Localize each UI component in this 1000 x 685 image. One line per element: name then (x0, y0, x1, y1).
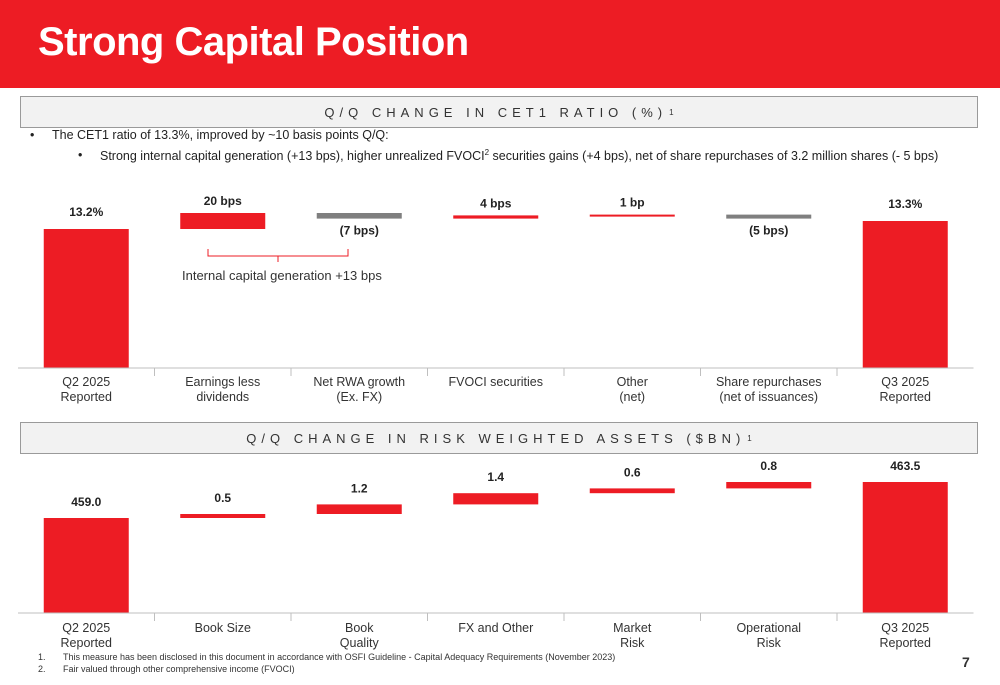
data-label: (5 bps) (749, 224, 788, 238)
footnote-1-num: 1. (38, 652, 46, 662)
category-label: FVOCI securities (449, 375, 543, 389)
bar (453, 215, 539, 219)
category-label: Reported (880, 636, 931, 650)
bar (316, 504, 402, 514)
rwa-header-footnote: 1 (747, 433, 752, 443)
category-label: (Ex. FX) (336, 390, 382, 404)
cet1-section-header: Q/Q CHANGE IN CET1 RATIO (%) 1 (20, 96, 978, 128)
bracket-line (207, 249, 349, 262)
category-label: Quality (340, 636, 380, 650)
category-label: Net RWA growth (313, 375, 405, 389)
data-label: 0.5 (214, 491, 231, 505)
bullet-sub: Strong internal capital generation (+13 … (78, 148, 938, 163)
category-label: (net) (619, 390, 645, 404)
bar (726, 214, 812, 219)
bullet-sub-text-b: securities gains (+4 bps), net of share … (489, 149, 939, 164)
cet1-waterfall-chart: Internal capital generation +13 bps 13.2… (18, 194, 974, 404)
bar (180, 514, 266, 518)
category-label: Q3 2025 (881, 621, 929, 635)
category-label: Book (345, 621, 374, 635)
bullet-sub-footnote: 2 (484, 148, 490, 157)
rwa-section-header: Q/Q CHANGE IN RISK WEIGHTED ASSETS ($BN)… (20, 422, 978, 454)
category-label: Reported (61, 390, 112, 404)
category-label: Reported (880, 390, 931, 404)
category-label: Reported (61, 636, 112, 650)
category-label: Book Size (195, 621, 251, 635)
cet1-header-footnote: 1 (669, 107, 674, 117)
bullet-sub-text-a: Strong internal capital generation (+13 … (100, 149, 485, 164)
data-label: 0.8 (760, 460, 777, 473)
bar (726, 482, 812, 489)
page-number: 7 (962, 654, 970, 670)
data-label: 1.2 (351, 481, 368, 495)
data-label: 459.0 (71, 495, 101, 509)
footnote-1: 1. This measure has been disclosed in thi… (38, 651, 615, 663)
bullet-sub-text: Strong internal capital generation (+13 … (100, 148, 939, 164)
category-label: Risk (620, 636, 645, 650)
data-label: 0.6 (624, 465, 641, 479)
bar (316, 213, 402, 219)
category-label: Q2 2025 (62, 375, 110, 389)
bracket-label: Internal capital generation +13 bps (182, 268, 382, 283)
data-label: 1 bp (620, 196, 645, 210)
footnote-2-num: 2. (38, 664, 46, 674)
category-label: dividends (196, 390, 249, 404)
rwa-header-text: Q/Q CHANGE IN RISK WEIGHTED ASSETS ($BN) (246, 430, 746, 446)
cet1-bracket: Internal capital generation +13 bps (182, 249, 382, 283)
bullet-main-text: The CET1 ratio of 13.3%, improved by ~10… (52, 128, 389, 142)
category-label: Operational (736, 621, 801, 635)
bullet-main: The CET1 ratio of 13.3%, improved by ~10… (30, 128, 389, 142)
category-label: Q3 2025 (881, 375, 929, 389)
category-label: Share repurchases (716, 375, 822, 389)
data-label: (7 bps) (340, 224, 379, 238)
category-label: Market (613, 621, 652, 635)
footnote-1-text: This measure has been disclosed in this … (63, 652, 616, 662)
data-label: 13.3% (888, 197, 922, 211)
category-label: FX and Other (458, 621, 533, 635)
footnote-2: 2. Fair valued through other comprehensiv… (38, 663, 615, 675)
category-label: Q2 2025 (62, 621, 110, 635)
bar (589, 488, 675, 494)
data-label: 20 bps (204, 194, 242, 208)
bar (43, 229, 129, 368)
footnote-2-text: Fair valued through other comprehensive … (63, 664, 295, 674)
category-label: Earnings less (185, 375, 260, 389)
category-label: (net of issuances) (719, 390, 818, 404)
cet1-header-text: Q/Q CHANGE IN CET1 RATIO (%) (324, 104, 668, 120)
data-label: 13.2% (69, 205, 103, 219)
bar (589, 214, 675, 217)
bar (180, 213, 266, 229)
data-label: 4 bps (480, 196, 512, 210)
bar (862, 482, 948, 613)
bar (862, 221, 948, 368)
title-bar: Strong Capital Position (0, 0, 1000, 88)
footnotes: 1. This measure has been disclosed in thi… (38, 651, 615, 675)
page-title: Strong Capital Position (38, 20, 469, 64)
bar (43, 518, 129, 613)
rwa-waterfall-chart: 459.0 0.51.21.4 0.6 0.8 463.5Q2 2025Reported… (18, 460, 974, 650)
data-label: 1.4 (487, 470, 504, 484)
bar (453, 493, 539, 505)
category-label: Risk (757, 636, 782, 650)
category-label: Other (617, 375, 648, 389)
data-label: 463.5 (890, 460, 920, 473)
